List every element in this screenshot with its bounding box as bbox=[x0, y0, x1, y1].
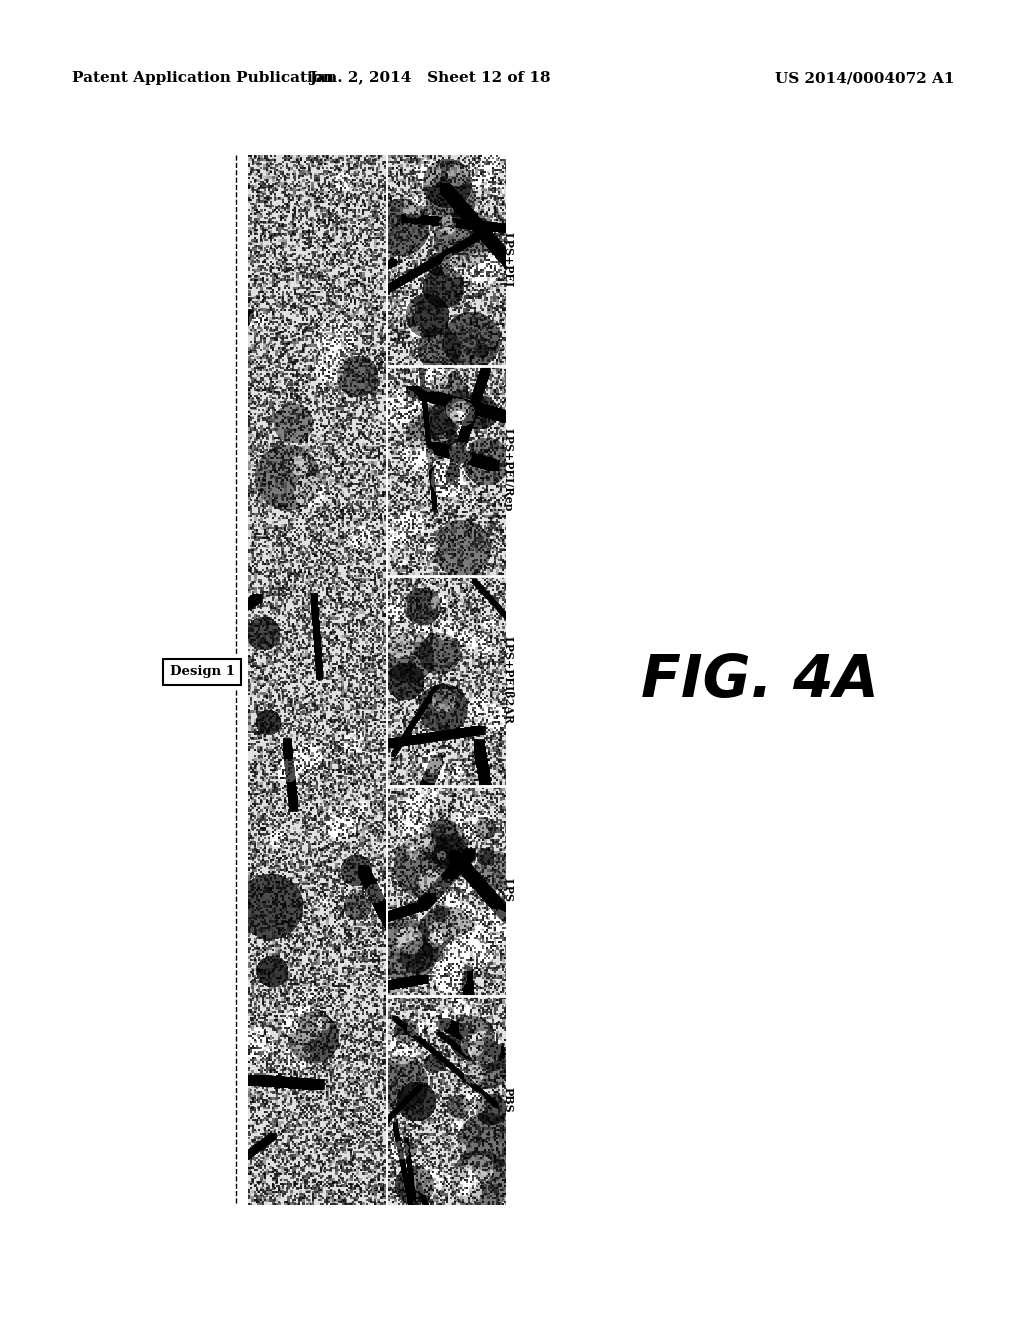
Text: Design 1: Design 1 bbox=[170, 665, 234, 678]
Text: US 2014/0004072 A1: US 2014/0004072 A1 bbox=[775, 71, 954, 84]
Text: Patent Application Publication: Patent Application Publication bbox=[72, 71, 334, 84]
Text: LPS+PEI/Rep: LPS+PEI/Rep bbox=[503, 428, 513, 512]
Text: LPS: LPS bbox=[503, 878, 513, 902]
Text: Jan. 2, 2014   Sheet 12 of 18: Jan. 2, 2014 Sheet 12 of 18 bbox=[309, 71, 551, 84]
Text: PBS: PBS bbox=[503, 1088, 513, 1113]
Text: LPS+PEI: LPS+PEI bbox=[503, 232, 513, 288]
Text: FIG. 4A: FIG. 4A bbox=[641, 652, 879, 709]
Text: LPS+PEIβ2AR: LPS+PEIβ2AR bbox=[503, 636, 513, 723]
